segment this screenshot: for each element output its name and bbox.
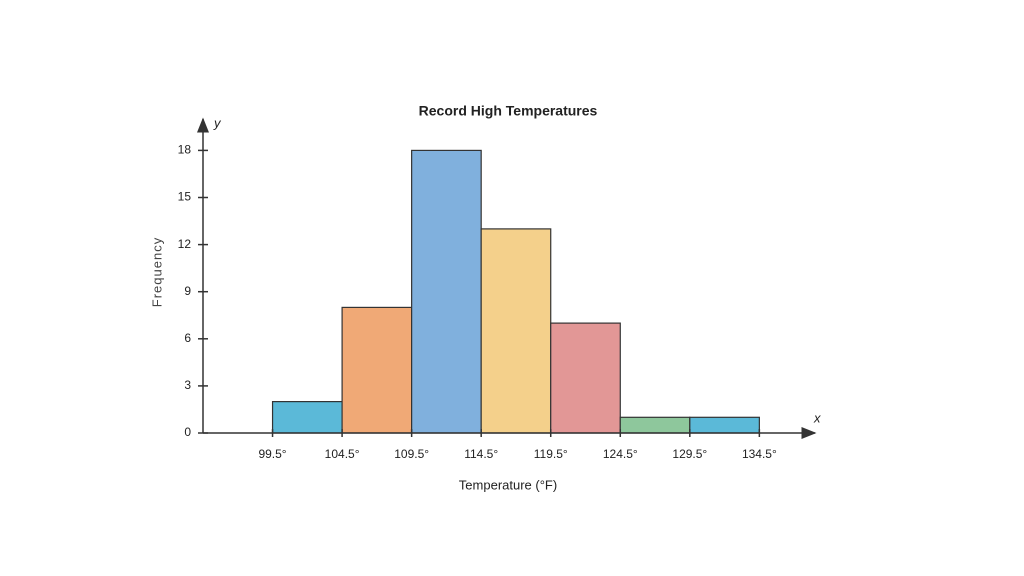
bar — [689, 416, 760, 434]
x-tick-label: 119.5° — [534, 447, 568, 461]
y-tick-label: 15 — [178, 190, 192, 204]
bar — [619, 416, 691, 434]
x-axis-label: Temperature (°F) — [459, 477, 557, 492]
y-axis-label: Frequency — [149, 237, 164, 307]
x-tick-label: 99.5° — [258, 447, 286, 461]
y-tick-label: 12 — [178, 237, 192, 251]
x-tick-label: 124.5° — [603, 447, 638, 461]
y-axis-name: y — [213, 115, 222, 130]
x-tick-label: 134.5° — [742, 447, 777, 461]
y-tick-label: 3 — [184, 378, 191, 392]
bar — [341, 306, 413, 434]
x-axis-name: x — [813, 410, 821, 425]
x-tick-label: 109.5° — [394, 447, 429, 461]
chart-title: Record High Temperatures — [419, 103, 598, 119]
y-tick-label: 18 — [178, 143, 192, 157]
bar — [480, 228, 552, 434]
x-tick-label: 104.5° — [325, 447, 360, 461]
bar — [411, 149, 482, 434]
y-tick-label: 0 — [184, 425, 191, 439]
x-tick-label: 114.5° — [464, 447, 498, 461]
bar — [271, 401, 343, 434]
bar — [550, 322, 621, 434]
y-tick-label: 9 — [184, 284, 191, 298]
y-tick-label: 6 — [184, 331, 191, 345]
x-tick-label: 129.5° — [672, 447, 707, 461]
